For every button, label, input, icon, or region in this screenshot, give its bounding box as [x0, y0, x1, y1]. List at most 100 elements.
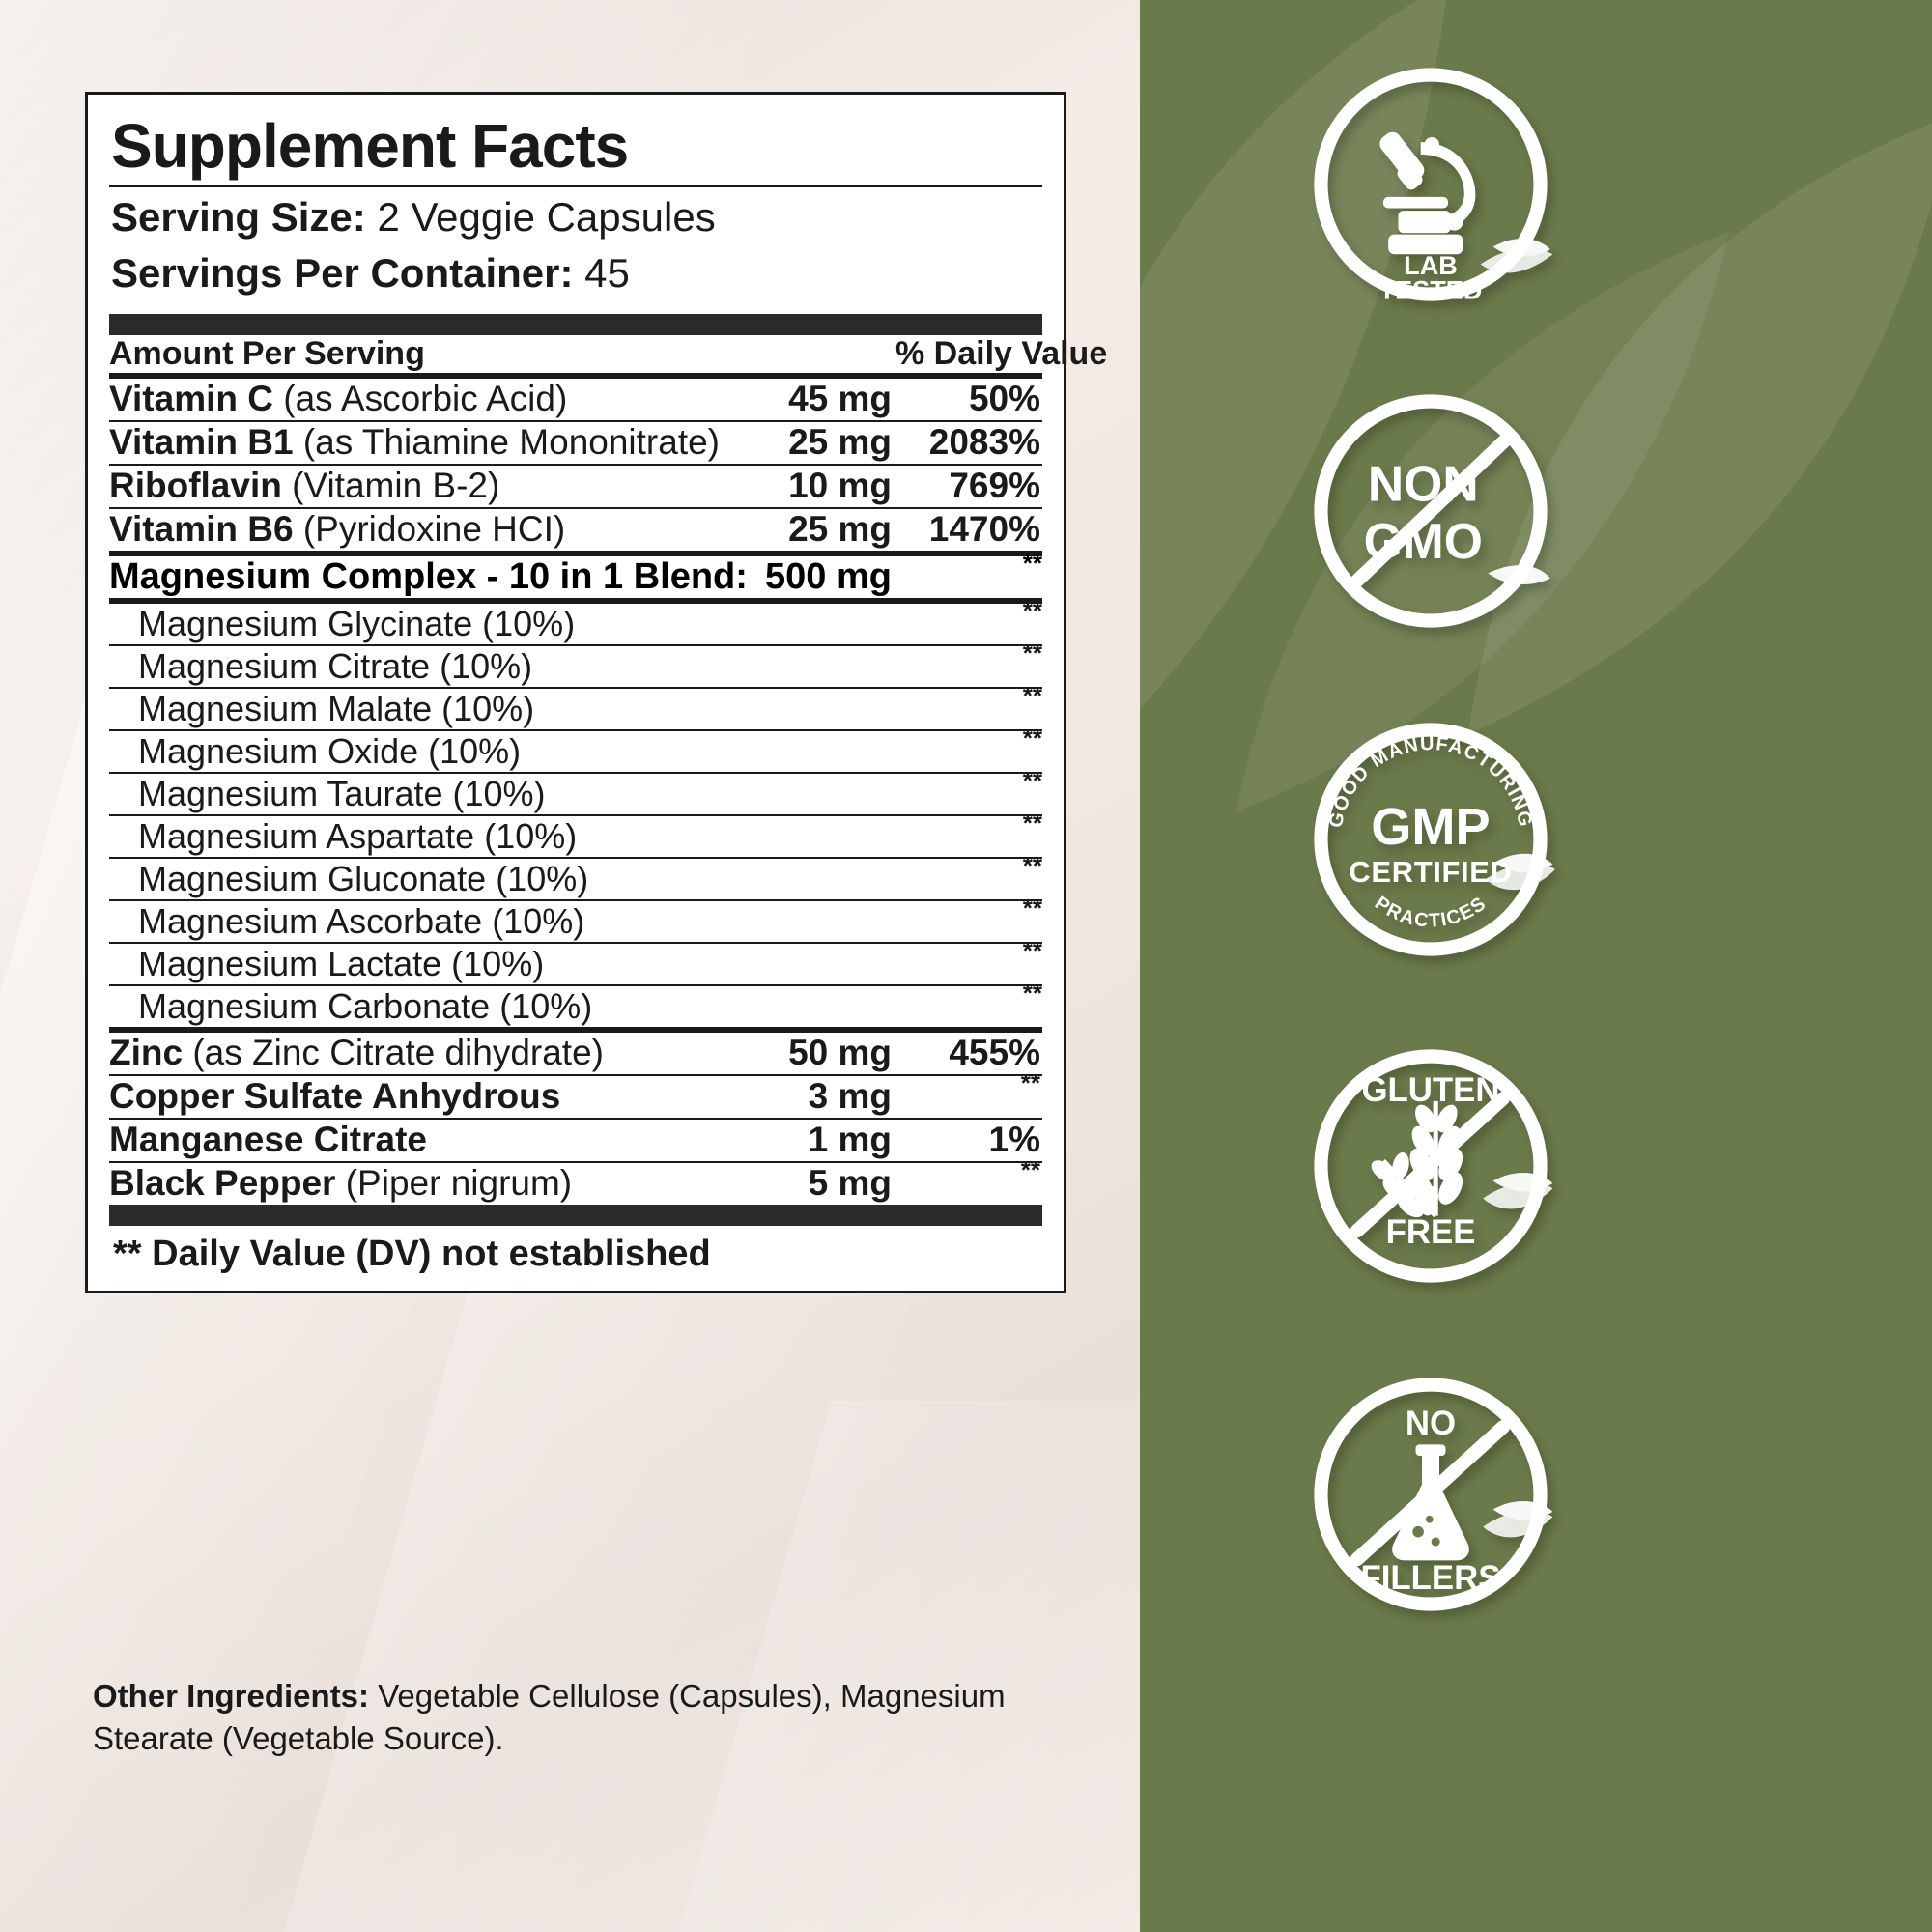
ingredient-name-source: (as Ascorbic Acid): [272, 379, 568, 419]
badge-line1: LAB: [1404, 250, 1458, 280]
other-ingredients-label: Other Ingredients:: [93, 1678, 370, 1714]
microscope-icon: [1379, 131, 1476, 255]
daily-value-note: ** Daily Value (DV) not established: [113, 1233, 711, 1274]
badge-line1: NO: [1406, 1405, 1456, 1442]
divider-medium: [109, 597, 1042, 604]
slash-icon: [1350, 1092, 1510, 1238]
blend-item-row: Magnesium Oxide (10%) **: [109, 723, 1042, 772]
ingredient-name-primary: Manganese Citrate: [109, 1119, 427, 1159]
divider-row: [109, 1117, 1042, 1120]
blend-item-row: Magnesium Citrate (10%) **: [109, 638, 1042, 687]
badge-arc-bottom: PRACTICES: [1371, 893, 1491, 932]
slash-icon: [1350, 434, 1512, 588]
blend-item-name: Magnesium Ascorbate (10%): [138, 900, 585, 941]
ingredient-name-primary: Black Pepper: [109, 1162, 336, 1203]
divider-row: [109, 506, 1042, 509]
ingredient-name-source: (as Zinc Citrate dihydrate): [183, 1032, 604, 1072]
row-divider: [109, 941, 1042, 944]
blend-item-daily-value: **: [1022, 638, 1042, 668]
servings-per-container-line: Servings Per Container: 45: [109, 243, 1042, 300]
blend-item-amount: [720, 859, 895, 899]
ingredient-name-primary: Riboflavin: [109, 466, 282, 506]
nutrition-table: Amount Per Serving % Daily Value: [109, 335, 1107, 373]
table-row: Zinc (as Zinc Citrate dihydrate) 50 mg 455…: [109, 1033, 1042, 1074]
ingredient-name-source: (Pyridoxine HCI): [293, 508, 566, 549]
blend-item-name: Magnesium Aspartate (10%): [138, 815, 578, 856]
ingredient-daily-value: 455%: [949, 1032, 1040, 1072]
ingredient-name-source: (Vitamin B-2): [281, 466, 500, 506]
row-divider: [109, 1117, 1042, 1120]
blend-item-name: Magnesium Malate (10%): [138, 688, 535, 728]
row-divider: [109, 1073, 1042, 1076]
badge-gmp-certified: GOOD MANUFACTURING PRACTICES GMP CERTIFI…: [1306, 715, 1555, 964]
servings-per-container-value: 45: [584, 250, 630, 297]
ingredient-amount: 5 mg: [808, 1162, 892, 1203]
ingredient-daily-value: 50%: [968, 379, 1040, 419]
ingredient-daily-value: 1470%: [928, 508, 1040, 549]
ingredient-amount: 1 mg: [808, 1119, 892, 1159]
blend-item-daily-value: **: [1022, 935, 1042, 965]
blend-item-row: Magnesium Lactate (10%) **: [109, 935, 1042, 984]
blend-item-name: Magnesium Glycinate (10%): [138, 603, 576, 643]
serving-size-value: 2 Veggie Capsules: [377, 193, 716, 240]
badge-line1: GMP: [1371, 798, 1490, 856]
blend-item-row: Magnesium Gluconate (10%) **: [109, 853, 1042, 899]
divider-row: [109, 898, 1042, 901]
blend-item-row: Magnesium Malate (10%) **: [109, 680, 1042, 729]
row-divider: [109, 898, 1042, 901]
blend-header-row: Magnesium Complex - 10 in 1 Blend: 500 mg…: [109, 548, 1042, 598]
leaf-accent-icon: [1488, 565, 1550, 585]
row-divider: [109, 464, 1042, 467]
nutrition-table-vitamins: Vitamin C (as Ascorbic Acid) 45 mg 50% Vita…: [109, 379, 1042, 551]
ingredient-amount: 45 mg: [788, 379, 892, 419]
table-row: Black Pepper (Piper nigrum) 5 mg **: [109, 1157, 1042, 1205]
badge-lab-tested: LAB TESTED: [1306, 60, 1555, 309]
ingredient-name: Vitamin C (as Ascorbic Acid): [109, 379, 720, 420]
flask-icon: [1392, 1444, 1469, 1561]
ingredient-name-primary: Vitamin B1: [109, 422, 294, 463]
divider-row: [109, 983, 1042, 986]
ingredient-name: Manganese Citrate: [109, 1120, 720, 1161]
column-header-spacer: [720, 335, 895, 373]
row-divider: [109, 686, 1042, 689]
blend-item-amount: [720, 689, 895, 729]
blend-item-row: Magnesium Taurate (10%) **: [109, 768, 1042, 814]
badge-line2: TESTED: [1379, 275, 1483, 305]
row-divider: [109, 813, 1042, 816]
badge-line2: FREE: [1386, 1213, 1476, 1251]
ingredient-name-source: (Piper nigrum): [335, 1162, 573, 1203]
ingredient-name-primary: Zinc: [109, 1032, 184, 1072]
blend-item-daily-value: **: [1022, 978, 1042, 1008]
blend-daily-value: **: [1022, 548, 1042, 578]
page-title: Supplement Facts: [111, 111, 629, 181]
divider-row: [109, 643, 1042, 646]
other-ingredients-value: Vegetable Cellulose (Capsules), Magnesiu…: [93, 1678, 1006, 1757]
servings-per-container-label: Servings Per Container:: [111, 250, 574, 297]
row-divider: [109, 856, 1042, 859]
row-divider: [109, 1160, 1042, 1163]
ingredient-name-primary: Vitamin C: [109, 379, 273, 419]
slash-icon: [1350, 1420, 1510, 1567]
blend-item-daily-value: **: [1022, 723, 1042, 753]
blend-item-daily-value: **: [1022, 680, 1042, 710]
blend-item-name: Magnesium Gluconate (10%): [138, 858, 589, 898]
certifications-panel: LAB TESTED NON GMO: [1140, 0, 1932, 1932]
column-header-amount: Amount Per Serving: [109, 335, 425, 373]
supplement-facts-box: Supplement Facts Serving Size: 2 Veggie …: [85, 92, 1107, 1293]
ingredient-name-source: (as Thiamine Mononitrate): [293, 422, 720, 463]
ingredient-amount: 25 mg: [788, 422, 892, 463]
row-divider: [109, 420, 1042, 423]
ingredient-name-primary: Copper Sulfate Anhydrous: [109, 1075, 561, 1116]
divider-row: [109, 597, 1042, 604]
badge-line2: CERTIFIED: [1349, 855, 1512, 889]
ingredient-name: Zinc (as Zinc Citrate dihydrate): [109, 1033, 720, 1074]
blend-item-name: Magnesium Lactate (10%): [138, 943, 545, 983]
serving-size-label: Serving Size:: [111, 193, 366, 240]
divider-row: [109, 464, 1042, 467]
divider-row: [109, 420, 1042, 423]
row-divider: [109, 643, 1042, 646]
ingredient-daily-value: 2083%: [928, 422, 1040, 463]
badge-line1: GLUTEN: [1361, 1071, 1499, 1109]
blend-amount: 500 mg: [765, 555, 892, 597]
blend-item-row: Magnesium Carbonate (10%) **: [109, 978, 1042, 1027]
